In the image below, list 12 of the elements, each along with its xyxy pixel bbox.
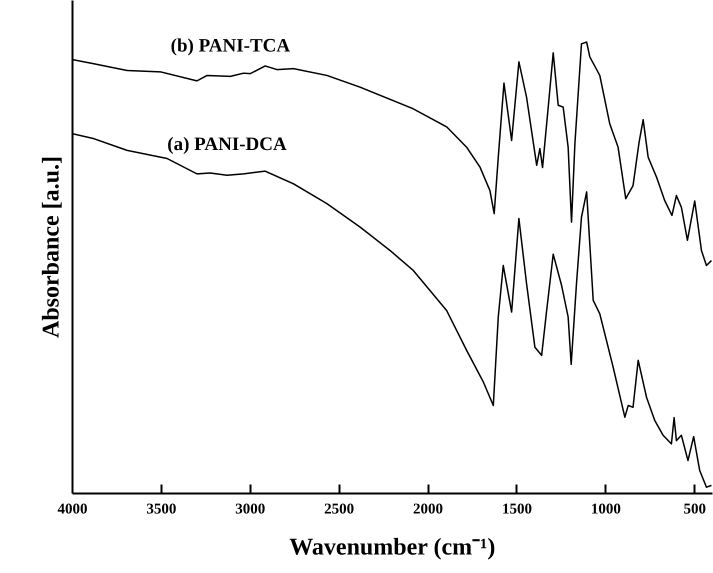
- x-tick-label: 4000: [58, 502, 88, 518]
- x-tick-label: 1500: [502, 502, 532, 518]
- x-tick-label: 500: [683, 502, 706, 518]
- x-tick-label: 1000: [590, 502, 621, 518]
- series-label: (a) PANI-DCA: [167, 134, 287, 156]
- series-label: (b) PANI-TCA: [170, 35, 290, 56]
- x-tick-label: 2000: [413, 502, 444, 518]
- y-axis-title: Absorbance [a.u.]: [38, 156, 64, 338]
- x-tick-label: 3000: [235, 502, 266, 518]
- x-tick-label: 3500: [146, 502, 176, 518]
- x-axis-title: Wavenumber (cm⁻¹): [289, 534, 496, 560]
- x-tick-label: 2500: [324, 502, 354, 518]
